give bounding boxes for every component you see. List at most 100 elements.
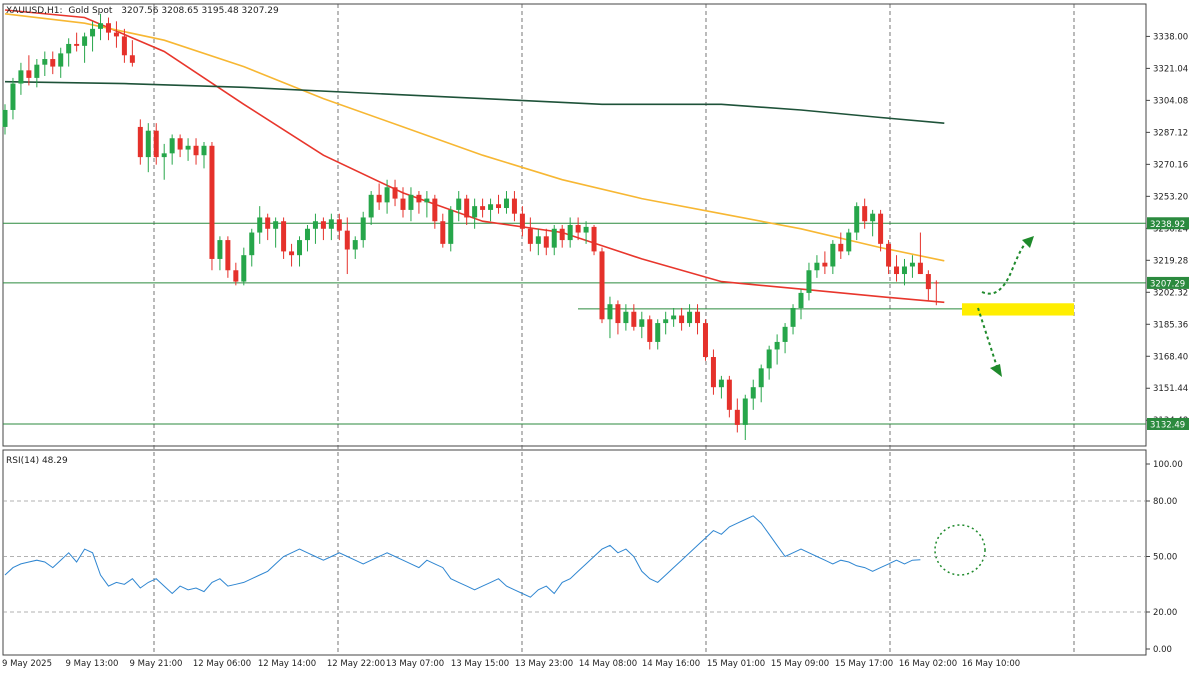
candle-body xyxy=(249,232,255,256)
x-tick-label: 14 May 08:00 xyxy=(579,659,637,669)
moving-average-line xyxy=(4,13,945,262)
candle-body xyxy=(551,228,557,248)
candle-body xyxy=(424,198,430,203)
ohlc-readout: 3207.56 3208.65 3195.48 3207.29 xyxy=(121,6,279,16)
candle-body xyxy=(742,398,748,425)
rsi-y-tick-label: 100.00 xyxy=(1153,460,1183,470)
candle-body xyxy=(464,198,470,218)
rsi-label: RSI(14) 48.29 xyxy=(6,456,68,466)
candle-body xyxy=(344,230,350,250)
x-tick-label: 15 May 09:00 xyxy=(771,659,829,669)
rsi-panel-frame xyxy=(2,449,1147,656)
candle-body xyxy=(265,217,271,229)
candle-body xyxy=(90,28,96,37)
candle-body xyxy=(273,221,279,229)
x-tick-label: 13 May 15:00 xyxy=(451,659,509,669)
candle-body xyxy=(631,311,637,327)
candle-body xyxy=(488,204,494,210)
candle-body xyxy=(408,194,414,210)
candle-body xyxy=(392,187,398,199)
chart-header: XAUUSD,H1: Gold Spot 3207.56 3208.65 319… xyxy=(6,6,279,16)
candle-body xyxy=(527,228,533,244)
y-tick-label: 3321.04 xyxy=(1153,64,1188,74)
x-tick-label: 16 May 10:00 xyxy=(962,659,1020,669)
candle-body xyxy=(503,198,509,209)
candle-body xyxy=(153,130,159,158)
candle-body xyxy=(440,221,446,244)
rsi-highlight-circle xyxy=(934,524,986,576)
candle-body xyxy=(201,145,207,156)
candle-body xyxy=(360,217,366,241)
candle-body xyxy=(790,307,796,327)
candle-body xyxy=(74,43,80,46)
candle-body xyxy=(766,349,772,369)
candle-body xyxy=(209,145,215,259)
candle-body xyxy=(671,315,677,320)
candle-body xyxy=(814,262,820,271)
x-tick-label: 9 May 21:00 xyxy=(130,659,183,669)
candle-body xyxy=(18,70,24,84)
candle-body xyxy=(58,53,64,67)
candle-body xyxy=(185,145,191,150)
candle-body xyxy=(639,319,645,327)
candle-body xyxy=(82,36,88,46)
candle-body xyxy=(878,213,884,244)
candle-body xyxy=(886,243,892,267)
candle-body xyxy=(710,357,716,388)
candle-body xyxy=(121,36,127,56)
rsi-y-tick-label: 50.00 xyxy=(1153,553,1177,563)
candle-body xyxy=(480,206,486,210)
annotation-layer xyxy=(934,236,1074,576)
candle-body xyxy=(472,206,478,218)
candle-body xyxy=(925,274,931,290)
candle-body xyxy=(909,262,915,267)
candle-body xyxy=(384,187,390,203)
candle-body xyxy=(177,138,183,150)
candle-body xyxy=(304,228,310,241)
candle-body xyxy=(750,387,756,399)
candle-body xyxy=(798,292,804,308)
candle-body xyxy=(623,311,629,324)
level-price-tag xyxy=(1147,417,1189,430)
candle-body xyxy=(145,130,151,158)
x-tick-label: 9 May 2025 xyxy=(2,659,52,669)
candle-body xyxy=(615,304,621,324)
candle-body xyxy=(734,409,740,425)
candle-body xyxy=(567,225,573,241)
candle-body xyxy=(352,240,358,250)
candle-body xyxy=(289,251,295,256)
candle-body xyxy=(2,109,8,127)
candle-body xyxy=(599,251,605,320)
rsi-y-tick-label: 20.00 xyxy=(1153,608,1177,618)
candle-body xyxy=(846,232,852,252)
candle-body xyxy=(26,70,32,78)
candle-body xyxy=(161,153,167,158)
candle-body xyxy=(217,240,223,259)
candle-body xyxy=(718,379,724,388)
main-panel-frame xyxy=(2,3,1147,447)
x-tick-label: 14 May 16:00 xyxy=(642,659,700,669)
candle-body xyxy=(328,219,334,229)
symbol-description: Gold Spot xyxy=(68,6,112,16)
candle-body xyxy=(655,323,661,342)
candle-body xyxy=(50,59,56,67)
up-arrow-head xyxy=(1022,236,1034,248)
candle-body xyxy=(901,266,907,275)
symbol-label: XAUUSD,H1: xyxy=(6,6,63,16)
candle-body xyxy=(870,213,876,222)
candle-body xyxy=(647,319,653,342)
level-price-label: 3238.92 xyxy=(1150,220,1185,230)
candle-body xyxy=(113,32,119,37)
x-tick-label: 12 May 22:00 xyxy=(327,659,385,669)
projection-arrows xyxy=(977,236,1034,377)
level-price-label: 3132.49 xyxy=(1150,420,1185,430)
y-tick-label: 3219.28 xyxy=(1153,256,1188,266)
candle-body xyxy=(98,23,104,29)
candle-body xyxy=(456,198,462,210)
rsi-layer xyxy=(3,500,1146,613)
candle-body xyxy=(679,315,685,324)
level-price-tag xyxy=(1147,276,1189,289)
candle-body xyxy=(511,198,517,214)
axis-layer: 3338.00 3321.04 3304.08 3287.12 3270.16 3253.… xyxy=(2,32,1189,669)
moving-average-line xyxy=(4,9,945,304)
